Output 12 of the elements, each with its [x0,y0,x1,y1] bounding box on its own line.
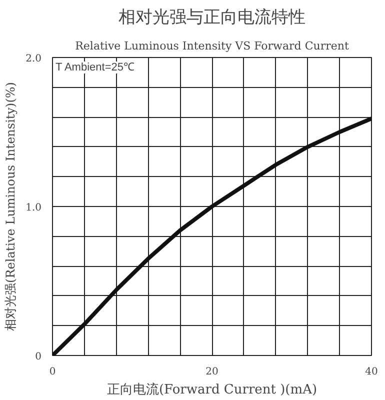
y-tick-label: 0 [35,352,42,362]
chart-title: 相对光强与正向电流特性 [118,8,306,28]
annotation: T Ambient=25℃ [56,62,134,74]
x-tick-label: 40 [365,366,378,378]
y-tick-label: 1.0 [26,202,42,214]
x-axis-title: 正向电流(Forward Current )(mA) [106,382,318,398]
x-tick-label: 0 [49,366,56,378]
chart-subtitle: Relative Luminous Intensity VS Forward Current [75,40,350,52]
line-series [52,116,372,356]
y-tick-label: 2.0 [26,54,42,64]
x-tick-label: 20 [206,366,218,378]
y-axis-title: 相对光强(Relative Luminous Intensity)(%) [4,82,18,331]
